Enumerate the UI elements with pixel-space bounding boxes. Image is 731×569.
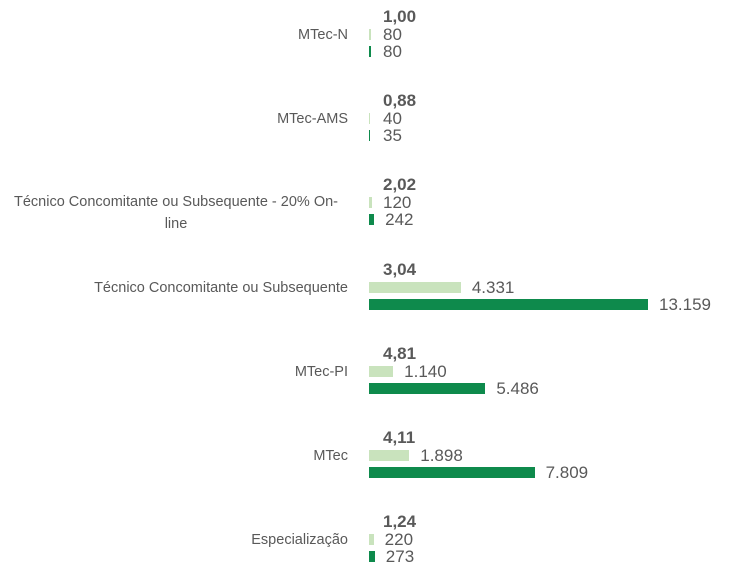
value-label: 7.809 — [545, 463, 589, 482]
category-text: Especialização — [251, 532, 348, 549]
value-label: 1.140 — [404, 361, 447, 381]
value-label: 120 — [383, 193, 412, 213]
value-label: 13.159 — [659, 294, 711, 314]
bar — [369, 382, 486, 394]
value-label: 5.486 — [496, 378, 539, 398]
bar — [369, 467, 535, 478]
category-text: Técnico Concomitante ou Subsequente - 20… — [13, 194, 339, 233]
bar — [369, 29, 371, 40]
bar — [369, 450, 410, 461]
category-text: MTec — [313, 448, 348, 464]
value-label: 273 — [385, 547, 415, 567]
value-label: 220 — [384, 530, 414, 550]
category-label: MTec-N — [298, 24, 348, 46]
bar — [369, 197, 372, 209]
value-label: 80 — [383, 25, 402, 44]
value-label: 4.331 — [471, 277, 515, 297]
ratio-label: 1,00 — [383, 7, 417, 26]
ratio-label: 4,81 — [383, 343, 417, 363]
category-text: Técnico Concomitante ou Subsequente — [94, 279, 348, 296]
category-text: MTec-N — [298, 27, 348, 43]
category-label: MTec — [313, 445, 348, 467]
value-label: 35 — [383, 126, 402, 146]
category-label: Especialização — [251, 529, 348, 551]
bar — [369, 130, 370, 142]
ratio-label: 1,24 — [383, 512, 417, 532]
value-label: 242 — [385, 210, 414, 230]
category-label: MTec-AMS — [277, 108, 348, 130]
bar — [369, 46, 371, 57]
bar — [369, 281, 461, 293]
ratio-label: 0,88 — [383, 91, 417, 111]
ratio-label: 2,02 — [383, 175, 417, 195]
category-text: MTec-PI — [294, 363, 348, 380]
category-text: MTec-AMS — [277, 111, 348, 128]
bar — [369, 534, 374, 546]
ratio-label: 3,04 — [383, 259, 417, 279]
category-label: Técnico Concomitante ou Subsequente - 20… — [4, 191, 348, 235]
bar — [369, 298, 648, 310]
value-label: 40 — [383, 109, 402, 129]
category-label: Técnico Concomitante ou Subsequente — [94, 277, 348, 299]
bar — [369, 214, 375, 226]
category-label: MTec-PI — [295, 361, 348, 383]
ratio-label: 4,11 — [383, 428, 416, 447]
bar — [369, 551, 375, 563]
bar — [369, 365, 394, 377]
value-label: 80 — [383, 42, 402, 61]
bar — [369, 113, 370, 125]
value-label: 1.898 — [420, 446, 463, 465]
